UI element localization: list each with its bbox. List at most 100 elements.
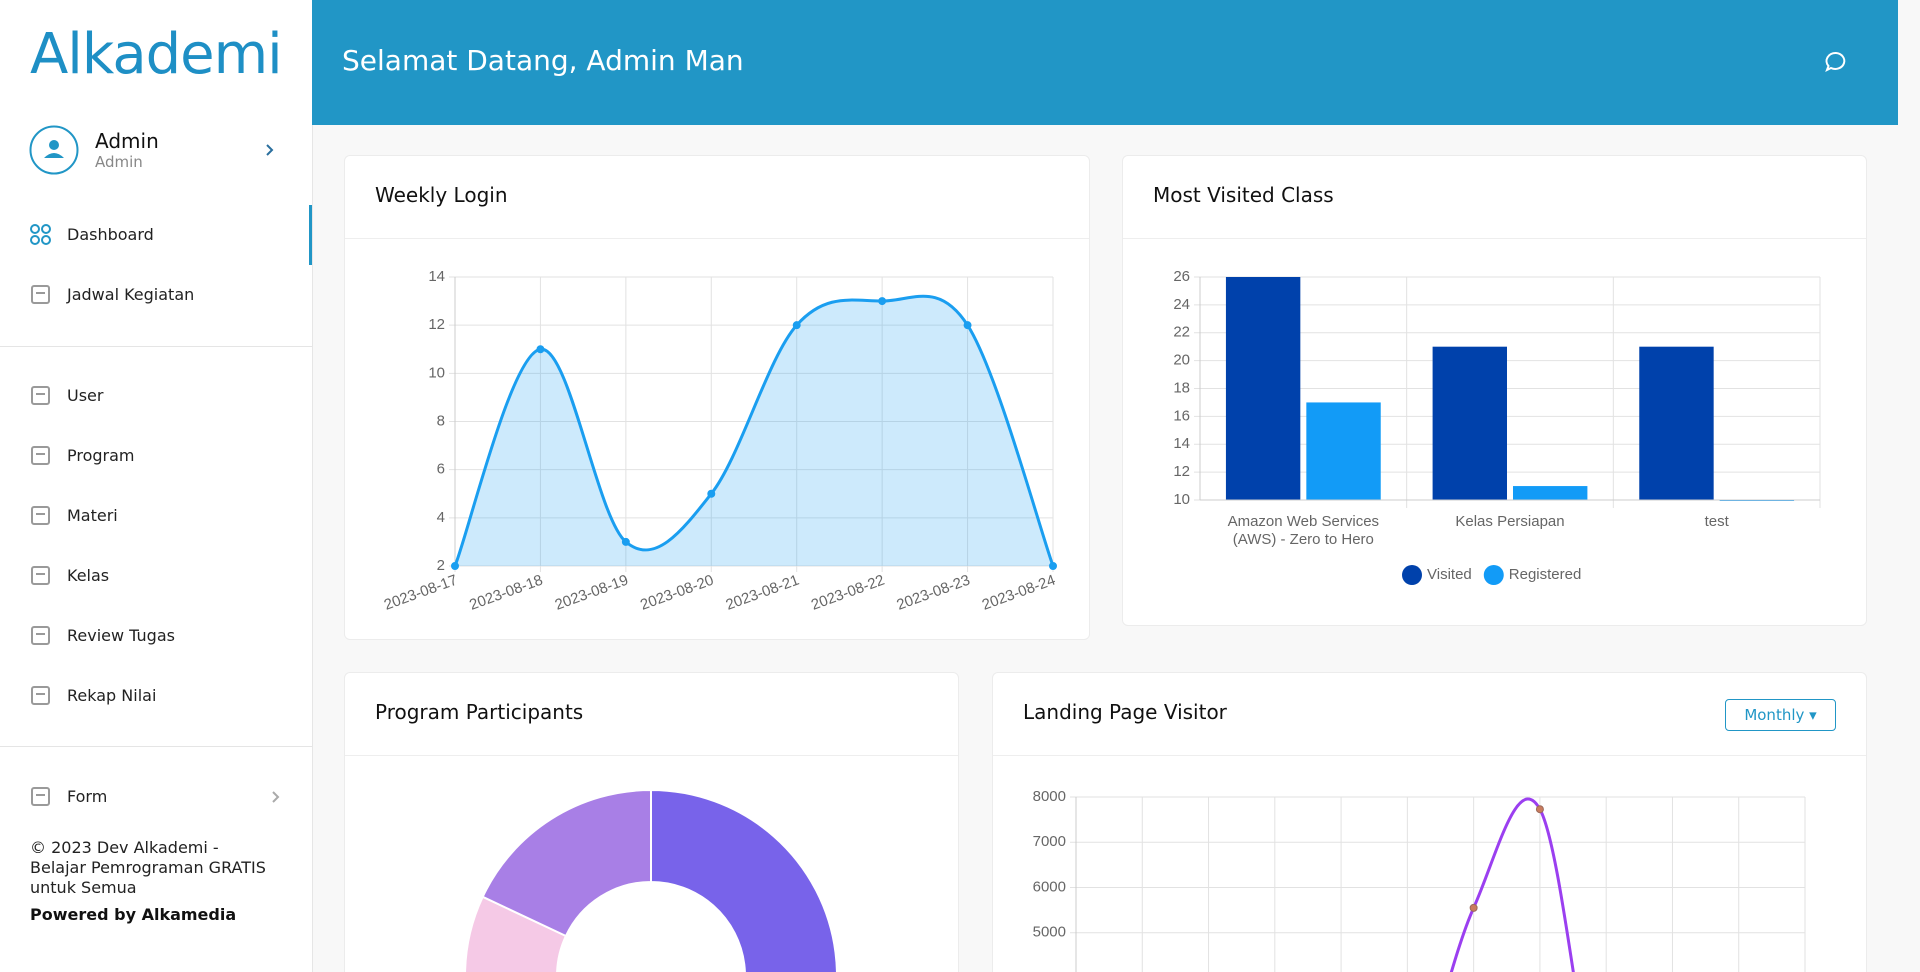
y-tick-label: 16 [1173,407,1190,424]
bar [1513,486,1588,500]
point [1469,903,1478,912]
card-title: Landing Page Visitor [1023,700,1227,724]
footer-text: © 2023 Dev Alkademi - Belajar Pemrograma… [30,838,266,897]
x-tick-label: Kelas Persiapan [1455,513,1565,530]
menu-label: Program [67,446,135,465]
avatar[interactable] [29,125,81,177]
menu-label: Kelas [67,566,110,585]
menu-item[interactable]: Rekap Nilai [0,671,312,721]
bar [1225,277,1301,500]
bar [1432,346,1507,500]
y-tick-label: 18 [1173,379,1190,396]
doughnut-segment [481,788,652,938]
area [455,296,1053,566]
y-tick-label: 8000 [1033,788,1066,805]
menu-label: Materi [67,506,118,525]
powered-by: Powered by Alkamedia [30,905,237,924]
doughnut-segment [650,788,838,972]
menu-item[interactable]: Form [0,772,312,822]
x-tick-label: 2023-08-20 [638,572,716,614]
y-tick-label: 14 [428,268,445,285]
submenu-chevron [272,791,280,803]
y-tick-label: 14 [1173,435,1190,452]
x-tick-label: 2023-08-21 [724,572,802,614]
series [451,294,1057,570]
menu-item[interactable]: Kelas [0,551,312,601]
menu-label: Jadwal Kegiatan [67,285,195,304]
menu-icon [31,386,50,405]
x-tick-label: 2023-08-23 [894,572,972,614]
menu-item[interactable]: Program [0,431,312,481]
menu-icon [31,686,50,705]
menu-icon [31,787,50,806]
user-name: Admin [95,129,159,153]
menu-icon [31,566,50,585]
card-title: Weekly Login [375,183,508,207]
x-tick-label: 2023-08-22 [809,572,887,614]
chat-button[interactable] [1824,50,1848,74]
card-title: Program Participants [375,700,584,724]
point [1049,562,1057,570]
divider [0,746,312,747]
menu-item[interactable]: Review Tugas [0,611,312,661]
y-tick-label: 8 [437,412,445,429]
y-tick-label: 2 [437,557,445,574]
point [536,345,545,354]
menu-label: Review Tugas [67,626,175,645]
menu-item[interactable]: Jadwal Kegiatan [0,270,312,320]
point [707,489,716,498]
divider [0,346,312,347]
menu-label: User [67,386,104,405]
menu-label: Dashboard [67,225,154,244]
menu-item[interactable]: Dashboard [0,205,312,265]
logo[interactable]: Alkademi [30,22,283,87]
profile-chevron[interactable] [264,143,276,157]
bar [1306,402,1381,500]
point [878,297,887,306]
menu-label: Rekap Nilai [67,686,157,705]
menu-item[interactable]: Materi [0,491,312,541]
y-tick-label: 26 [1173,268,1190,285]
y-tick-label: 12 [428,316,445,333]
y-tick-label: 4000 [1033,969,1066,972]
x-tick-label: 2023-08-18 [467,572,545,614]
y-tick-label: 10 [428,364,445,381]
sidebar: Alkademi Admin Admin Dashboard Jadwal Keg… [0,0,313,972]
series [1449,797,1575,972]
y-tick-label: 6 [437,461,445,478]
card: Landing Page Visitor Monthly ▾ [992,672,1867,972]
menu-label: Form [67,787,108,806]
point [1535,805,1544,814]
x-tick-label: 2023-08-19 [553,572,631,614]
x-tick-label: 2023-08-17 [382,572,460,614]
active-indicator [309,205,312,265]
x-tick-label: 2023-08-24 [980,572,1058,614]
x-tick-label: Amazon Web Services (AWS) - Zero to Hero [1227,513,1380,548]
user-role: Admin [95,153,143,171]
legend-swatch [1483,565,1504,585]
menu-icon [31,506,50,525]
menu-item[interactable]: User [0,371,312,421]
period-label: Monthly [1744,706,1805,724]
menu-icon [30,224,51,245]
y-tick-label: 22 [1173,324,1190,341]
menu-icon [31,626,50,645]
point [451,562,459,570]
y-tick-label: 24 [1173,296,1190,313]
period-dropdown[interactable]: Monthly ▾ [1725,699,1836,731]
menu-icon [31,285,50,304]
point [963,321,972,330]
x-tick-label: test [1704,513,1729,530]
y-tick-label: 20 [1173,352,1190,369]
card-title: Most Visited Class [1153,183,1334,207]
bar [1639,346,1714,500]
legend-label: Registered [1509,566,1582,583]
y-tick-label: 6000 [1033,878,1066,895]
y-tick-label: 4 [437,509,445,526]
y-tick-label: 12 [1173,463,1190,480]
y-tick-label: 10 [1173,491,1190,508]
point [792,321,801,330]
legend-label: Visited [1427,566,1472,583]
